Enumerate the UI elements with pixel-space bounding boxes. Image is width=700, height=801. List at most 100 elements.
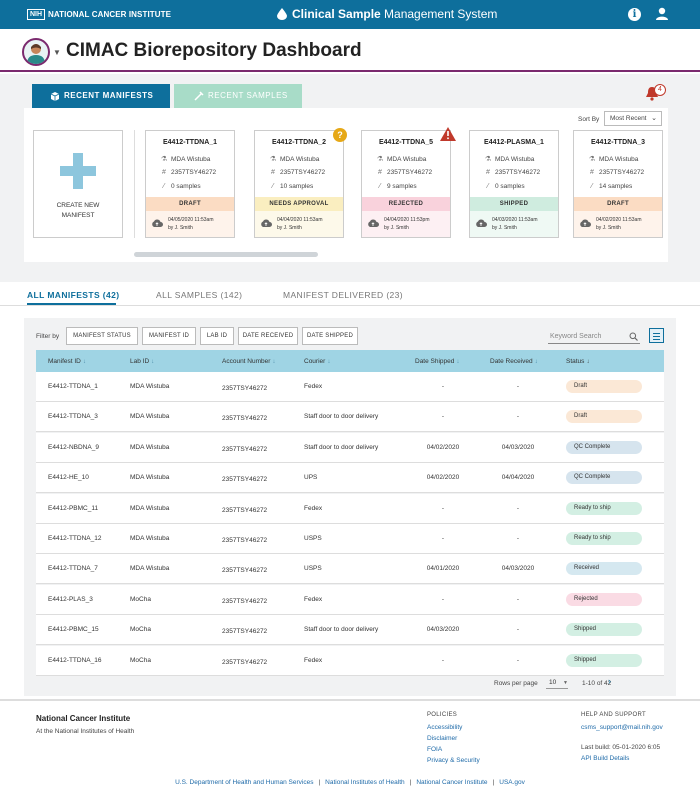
pipette-icon: ⁄ <box>379 183 381 190</box>
cell-courier: Fedex <box>304 656 323 664</box>
cell-courier: Staff door to door delivery <box>304 626 379 634</box>
header-lab-id[interactable]: Lab ID ↓ <box>130 358 155 365</box>
account-row: #2357TSY46272 <box>376 169 432 176</box>
cell-date-shipped: - <box>441 504 445 512</box>
cell-courier: Staff door to door delivery <box>304 413 379 421</box>
cell-account-number: 2357TSY46272 <box>222 385 268 392</box>
chevron-down-icon: ⌄ <box>651 115 657 122</box>
header-date-shipped[interactable]: Date Shipped ↓ <box>415 358 460 365</box>
cards-scrollbar[interactable] <box>134 252 318 257</box>
table-row[interactable]: E4412-TTDNA_12 MDA Wistuba 2357TSY46272 USP… <box>36 524 664 554</box>
cell-date-shipped: - <box>441 535 445 542</box>
cell-manifest-id: E4412-HE_10 <box>48 474 89 482</box>
table-row[interactable]: E4412-PBMC_15 MoCha 2357TSY46272 Staff door… <box>36 615 664 646</box>
cell-manifest-id: E4412-PLAS_3 <box>48 595 93 603</box>
footer-link-nih[interactable]: National Institutes of Health <box>325 779 405 786</box>
info-icon[interactable]: i <box>628 8 641 21</box>
footer-link-disclaimer[interactable]: Disclaimer <box>427 735 458 742</box>
header-courier[interactable]: Courier ↓ <box>304 358 331 365</box>
cell-account-number: 2357TSY46272 <box>222 658 268 666</box>
status-badge: Rejected <box>566 592 642 606</box>
hash-icon: # <box>271 169 275 176</box>
table-row[interactable]: E4412-HE_10 MDA Wistuba 2357TSY46272 UPS 04/… <box>36 463 664 494</box>
table-row[interactable]: E4412-PLAS_3 MoCha 2357TSY46272 Fedex - - Reje… <box>36 584 664 615</box>
cell-manifest-id: E4412-PBMC_15 <box>48 626 99 634</box>
header-status[interactable]: Status ↓ <box>566 358 590 365</box>
page-header: ▼ CIMAC Biorepository Dashboard <box>0 29 700 72</box>
nih-logo: NIH <box>27 9 45 20</box>
footer-api-build-details[interactable]: API Build Details <box>581 755 630 762</box>
chevron-down-icon[interactable]: ▼ <box>53 48 61 57</box>
card-footer: 04/03/2020 11:53am by J. Smith <box>470 211 558 237</box>
footer-link-hhs[interactable]: U.S. Department of Health and Human Serv… <box>175 779 314 786</box>
sort-by-select[interactable]: Most Recent ⌄ <box>604 111 662 126</box>
table-row[interactable]: E4412-TTDNA_1 MDA Wistuba 2357TSY46272 Fede… <box>36 372 664 402</box>
tab-all-manifests[interactable]: ALL MANIFESTS (42) <box>27 290 120 300</box>
tab-manifest-delivered[interactable]: MANIFEST DELIVERED (23) <box>283 290 404 300</box>
cell-manifest-id: E4412-TTDNA_1 <box>48 383 98 390</box>
header-account-number[interactable]: Account Number ↓ <box>222 358 276 365</box>
chevron-down-icon: ▼ <box>563 680 568 686</box>
footer-link-accessibility[interactable]: Accessibility <box>427 724 463 731</box>
status-badge: SHIPPED <box>470 197 558 211</box>
rows-per-page-select[interactable]: 10 ▼ <box>546 678 568 689</box>
tab-recent-samples[interactable]: RECENT SAMPLES <box>174 84 302 108</box>
cell-date-shipped: - <box>441 383 445 390</box>
manifest-card[interactable]: E4412-TTDNA_3 ⚗ MDA Wistuba #2357TSY46272 ⁄ 1… <box>573 130 663 238</box>
filter-manifest-status-button[interactable]: MANIFEST STATUS <box>66 327 138 345</box>
manifest-card[interactable]: E4412-TTDNA_5 ⚗ MDA Wistuba #2357TSY46272 ⁄ 9… <box>361 130 451 238</box>
cloud-upload-icon <box>152 219 163 227</box>
create-manifest-button[interactable]: CREATE NEW MANIFEST <box>33 130 123 238</box>
flask-icon: ⚗ <box>160 156 168 163</box>
user-icon[interactable] <box>655 7 669 21</box>
filter-lab-id-button[interactable]: LAB ID <box>200 327 234 345</box>
filter-manifest-id-button[interactable]: MANIFEST ID <box>142 327 196 345</box>
next-page-icon[interactable]: › <box>608 676 611 686</box>
cell-date-shipped: - <box>441 595 445 603</box>
search-icon[interactable] <box>629 332 638 341</box>
footer-support-email[interactable]: csms_support@mail.nih.gov <box>581 724 663 731</box>
cell-account-number: 2357TSY46272 <box>222 506 268 514</box>
tab-all-samples[interactable]: ALL SAMPLES (142) <box>156 290 243 300</box>
cell-account-number: 2357TSY46272 <box>222 415 268 423</box>
avatar[interactable] <box>22 38 50 66</box>
table-row[interactable]: E4412-PBMC_11 MDA Wistuba 2357TSY46272 Fede… <box>36 493 664 524</box>
footer-help-heading: HELP AND SUPPORT <box>581 712 646 718</box>
nci-name: NATIONAL CANCER INSTITUTE <box>48 10 172 19</box>
manifest-id: E4412-TTDNA_1 <box>162 139 218 146</box>
status-badge: DRAFT <box>574 197 662 211</box>
header-manifest-id[interactable]: Manifest ID ↓ <box>48 358 86 365</box>
footer-link-foia[interactable]: FOIA <box>427 746 443 753</box>
column-menu-button[interactable] <box>649 328 664 343</box>
status-badge: Draft <box>566 410 642 424</box>
footer-link-nci[interactable]: National Cancer Institute <box>416 779 488 786</box>
status-badge: Received <box>566 562 642 576</box>
plus-icon <box>60 153 96 189</box>
cell-date-shipped: 04/01/2020 <box>426 565 460 573</box>
sort-arrow-icon: ↓ <box>82 359 86 365</box>
filter-date-shipped-button[interactable]: DATE SHIPPED <box>302 327 358 345</box>
footer-link-privacy[interactable]: Privacy & Security <box>427 757 480 764</box>
manifest-card[interactable]: E4412-TTDNA_1 ⚗ MDA Wistuba #2357TSY46272 ⁄ 0… <box>145 130 235 238</box>
table-row[interactable]: E4412-TTDNA_3 MDA Wistuba 2357TSY46272 Staf… <box>36 402 664 433</box>
header-date-received[interactable]: Date Received ↓ <box>490 358 538 365</box>
table-row[interactable]: E4412-TTDNA_7 MDA Wistuba 2357TSY46272 USPS… <box>36 554 664 585</box>
cell-date-shipped: - <box>441 656 445 664</box>
tab-recent-manifests[interactable]: RECENT MANIFESTS <box>32 84 170 108</box>
samples-row: ⁄ 0 samples <box>484 183 524 190</box>
footer-last-build: Last build: 05-01-2020 6:05 <box>581 744 661 751</box>
table-row[interactable]: E4412-NBDNA_9 MDA Wistuba 2357TSY46272 Staf… <box>36 432 664 463</box>
cell-courier: UPS <box>304 474 318 482</box>
table-row[interactable]: E4412-TTDNA_16 MoCha 2357TSY46272 Fedex - - Sh… <box>36 645 664 676</box>
cell-manifest-id: E4412-TTDNA_16 <box>48 656 102 664</box>
cell-date-received: - <box>516 595 520 603</box>
status-badge: NEEDS APPROVAL <box>255 197 343 211</box>
rejected-alert-icon <box>440 127 456 141</box>
manifest-card[interactable]: E4412-TTDNA_2 ⚗ MDA Wistuba #2357TSY46272 ⁄ 1… <box>254 130 344 238</box>
flask-icon: ⚗ <box>269 156 277 163</box>
filter-date-received-button[interactable]: DATE RECEIVED <box>238 327 298 345</box>
manifest-card[interactable]: E4412-PLASMA_1 ⚗ MDA Wistuba #2357TSY46272 ⁄… <box>469 130 559 238</box>
footer-link-usagov[interactable]: USA.gov <box>499 779 525 786</box>
manifest-id: E4412-TTDNA_3 <box>590 139 646 146</box>
keyword-search-input[interactable]: Keyword Search <box>548 330 640 344</box>
